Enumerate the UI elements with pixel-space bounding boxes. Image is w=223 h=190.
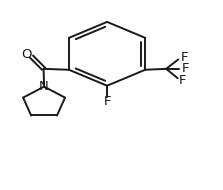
Text: F: F — [182, 62, 190, 75]
Text: O: O — [21, 48, 32, 61]
Text: F: F — [103, 95, 111, 108]
Text: N: N — [39, 80, 49, 93]
Text: F: F — [179, 74, 187, 88]
Text: F: F — [180, 51, 188, 63]
